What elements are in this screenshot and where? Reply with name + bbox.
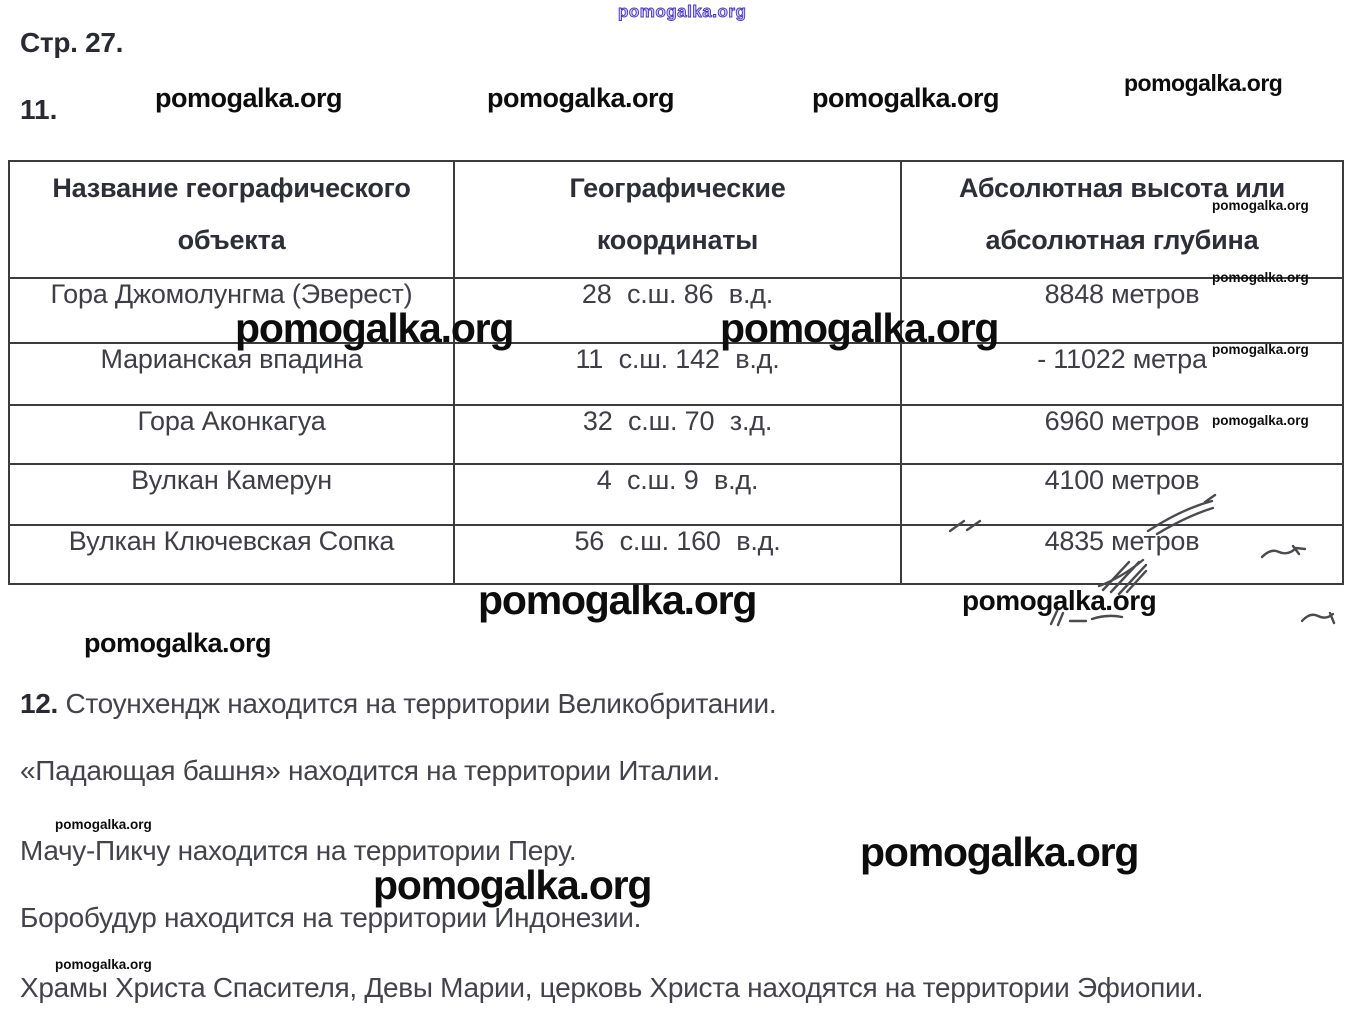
- coordinates-cell: 320 с.ш. 700 з.д.: [453, 404, 902, 465]
- sentence-text: «Падающая башня» находится на территории…: [20, 755, 720, 786]
- table-row: Вулкан Ключевская Сопка 560 с.ш. 1600 в.…: [8, 524, 1344, 585]
- header-line: объекта: [177, 225, 286, 255]
- object-name-cell: Гора Джомолунгма (Эверест): [8, 277, 455, 344]
- watermark: pomogalka.org: [1212, 413, 1309, 428]
- geo-objects-table: Название географического объекта Географ…: [8, 160, 1344, 585]
- watermark: pomogalka.org: [84, 628, 272, 658]
- task-12-sentence: Мачу-Пикчу находится на территории Перу.: [20, 835, 577, 867]
- object-name-cell: Гора Аконкагуа: [8, 404, 455, 465]
- sentence-text: Боробудур находится на территории Индоне…: [20, 902, 642, 933]
- height-cell: 4835 метров: [900, 524, 1344, 585]
- task-12-sentence: «Падающая башня» находится на территории…: [20, 755, 720, 787]
- task-12-number: 12.: [20, 688, 59, 719]
- page-title: Стр. 27.: [20, 27, 124, 58]
- task-12-sentence: Боробудур находится на территории Индоне…: [20, 902, 641, 934]
- table-row: Гора Аконкагуа 320 с.ш. 700 з.д. 6960 ме…: [8, 404, 1344, 465]
- column-header-name: Название географического объекта: [8, 160, 455, 279]
- header-line: координаты: [596, 225, 759, 255]
- watermark: pomogalka.org: [478, 577, 757, 623]
- watermark: pomogalka.org: [235, 305, 514, 351]
- table-row: Вулкан Камерун 40 с.ш. 90 в.д. 4100 метр…: [8, 463, 1344, 526]
- watermark: pomogalka.org: [720, 305, 999, 351]
- table-row: Гора Джомолунгма (Эверест) 280 с.ш. 860 …: [8, 277, 1344, 344]
- column-header-height: Абсолютная высота или абсолютная глубина: [900, 160, 1344, 279]
- watermark: pomogalka.org: [860, 829, 1139, 875]
- height-cell: - 11022 метра: [900, 342, 1344, 406]
- watermark: pomogalka.org: [1212, 342, 1309, 357]
- watermark-purple: pomogalka.org: [618, 2, 747, 22]
- watermark: pomogalka.org: [373, 862, 652, 908]
- coordinates-cell: 40 с.ш. 90 в.д.: [453, 463, 902, 526]
- header-line: Абсолютная высота или: [958, 173, 1286, 203]
- watermark: pomogalka.org: [962, 585, 1157, 616]
- header-line: Название географического: [52, 173, 411, 203]
- watermark: pomogalka.org: [1212, 198, 1309, 213]
- watermark: pomogalka.org: [1212, 270, 1309, 285]
- watermark: pomogalka.org: [812, 83, 1000, 113]
- table-row: Марианская впадина 110 с.ш. 1420 в.д. - …: [8, 342, 1344, 406]
- object-name-cell: Марианская впадина: [8, 342, 455, 406]
- sentence-text: Стоунхендж находится на территории Велик…: [65, 688, 777, 719]
- height-cell: 4100 метров: [900, 463, 1344, 526]
- height-cell: 8848 метров: [900, 277, 1344, 344]
- watermark: pomogalka.org: [155, 83, 343, 113]
- coordinates-cell: 280 с.ш. 860 в.д.: [453, 277, 902, 344]
- watermark: pomogalka.org: [1124, 70, 1283, 96]
- coordinates-cell: 560 с.ш. 1600 в.д.: [453, 524, 902, 585]
- coordinates-cell: 110 с.ш. 1420 в.д.: [453, 342, 902, 406]
- task-12-sentence: Храмы Христа Спасителя, Девы Марии, церк…: [20, 972, 1204, 1004]
- task-11-number: 11.: [20, 94, 58, 125]
- task-12-sentence: 12. Стоунхендж находится на территории В…: [20, 688, 777, 720]
- watermark: pomogalka.org: [55, 817, 152, 832]
- header-line: Географические: [569, 173, 786, 203]
- header-line: абсолютная глубина: [985, 225, 1259, 255]
- height-cell: 6960 метров: [900, 404, 1344, 465]
- column-header-coordinates: Географические координаты: [453, 160, 902, 279]
- object-name-cell: Вулкан Ключевская Сопка: [8, 524, 455, 585]
- sentence-text: Мачу-Пикчу находится на территории Перу.: [20, 835, 577, 866]
- watermark: pomogalka.org: [55, 957, 152, 972]
- table-header-row: Название географического объекта Географ…: [8, 160, 1344, 279]
- watermark: pomogalka.org: [487, 83, 675, 113]
- sentence-text: Храмы Христа Спасителя, Девы Марии, церк…: [20, 972, 1204, 1003]
- object-name-cell: Вулкан Камерун: [8, 463, 455, 526]
